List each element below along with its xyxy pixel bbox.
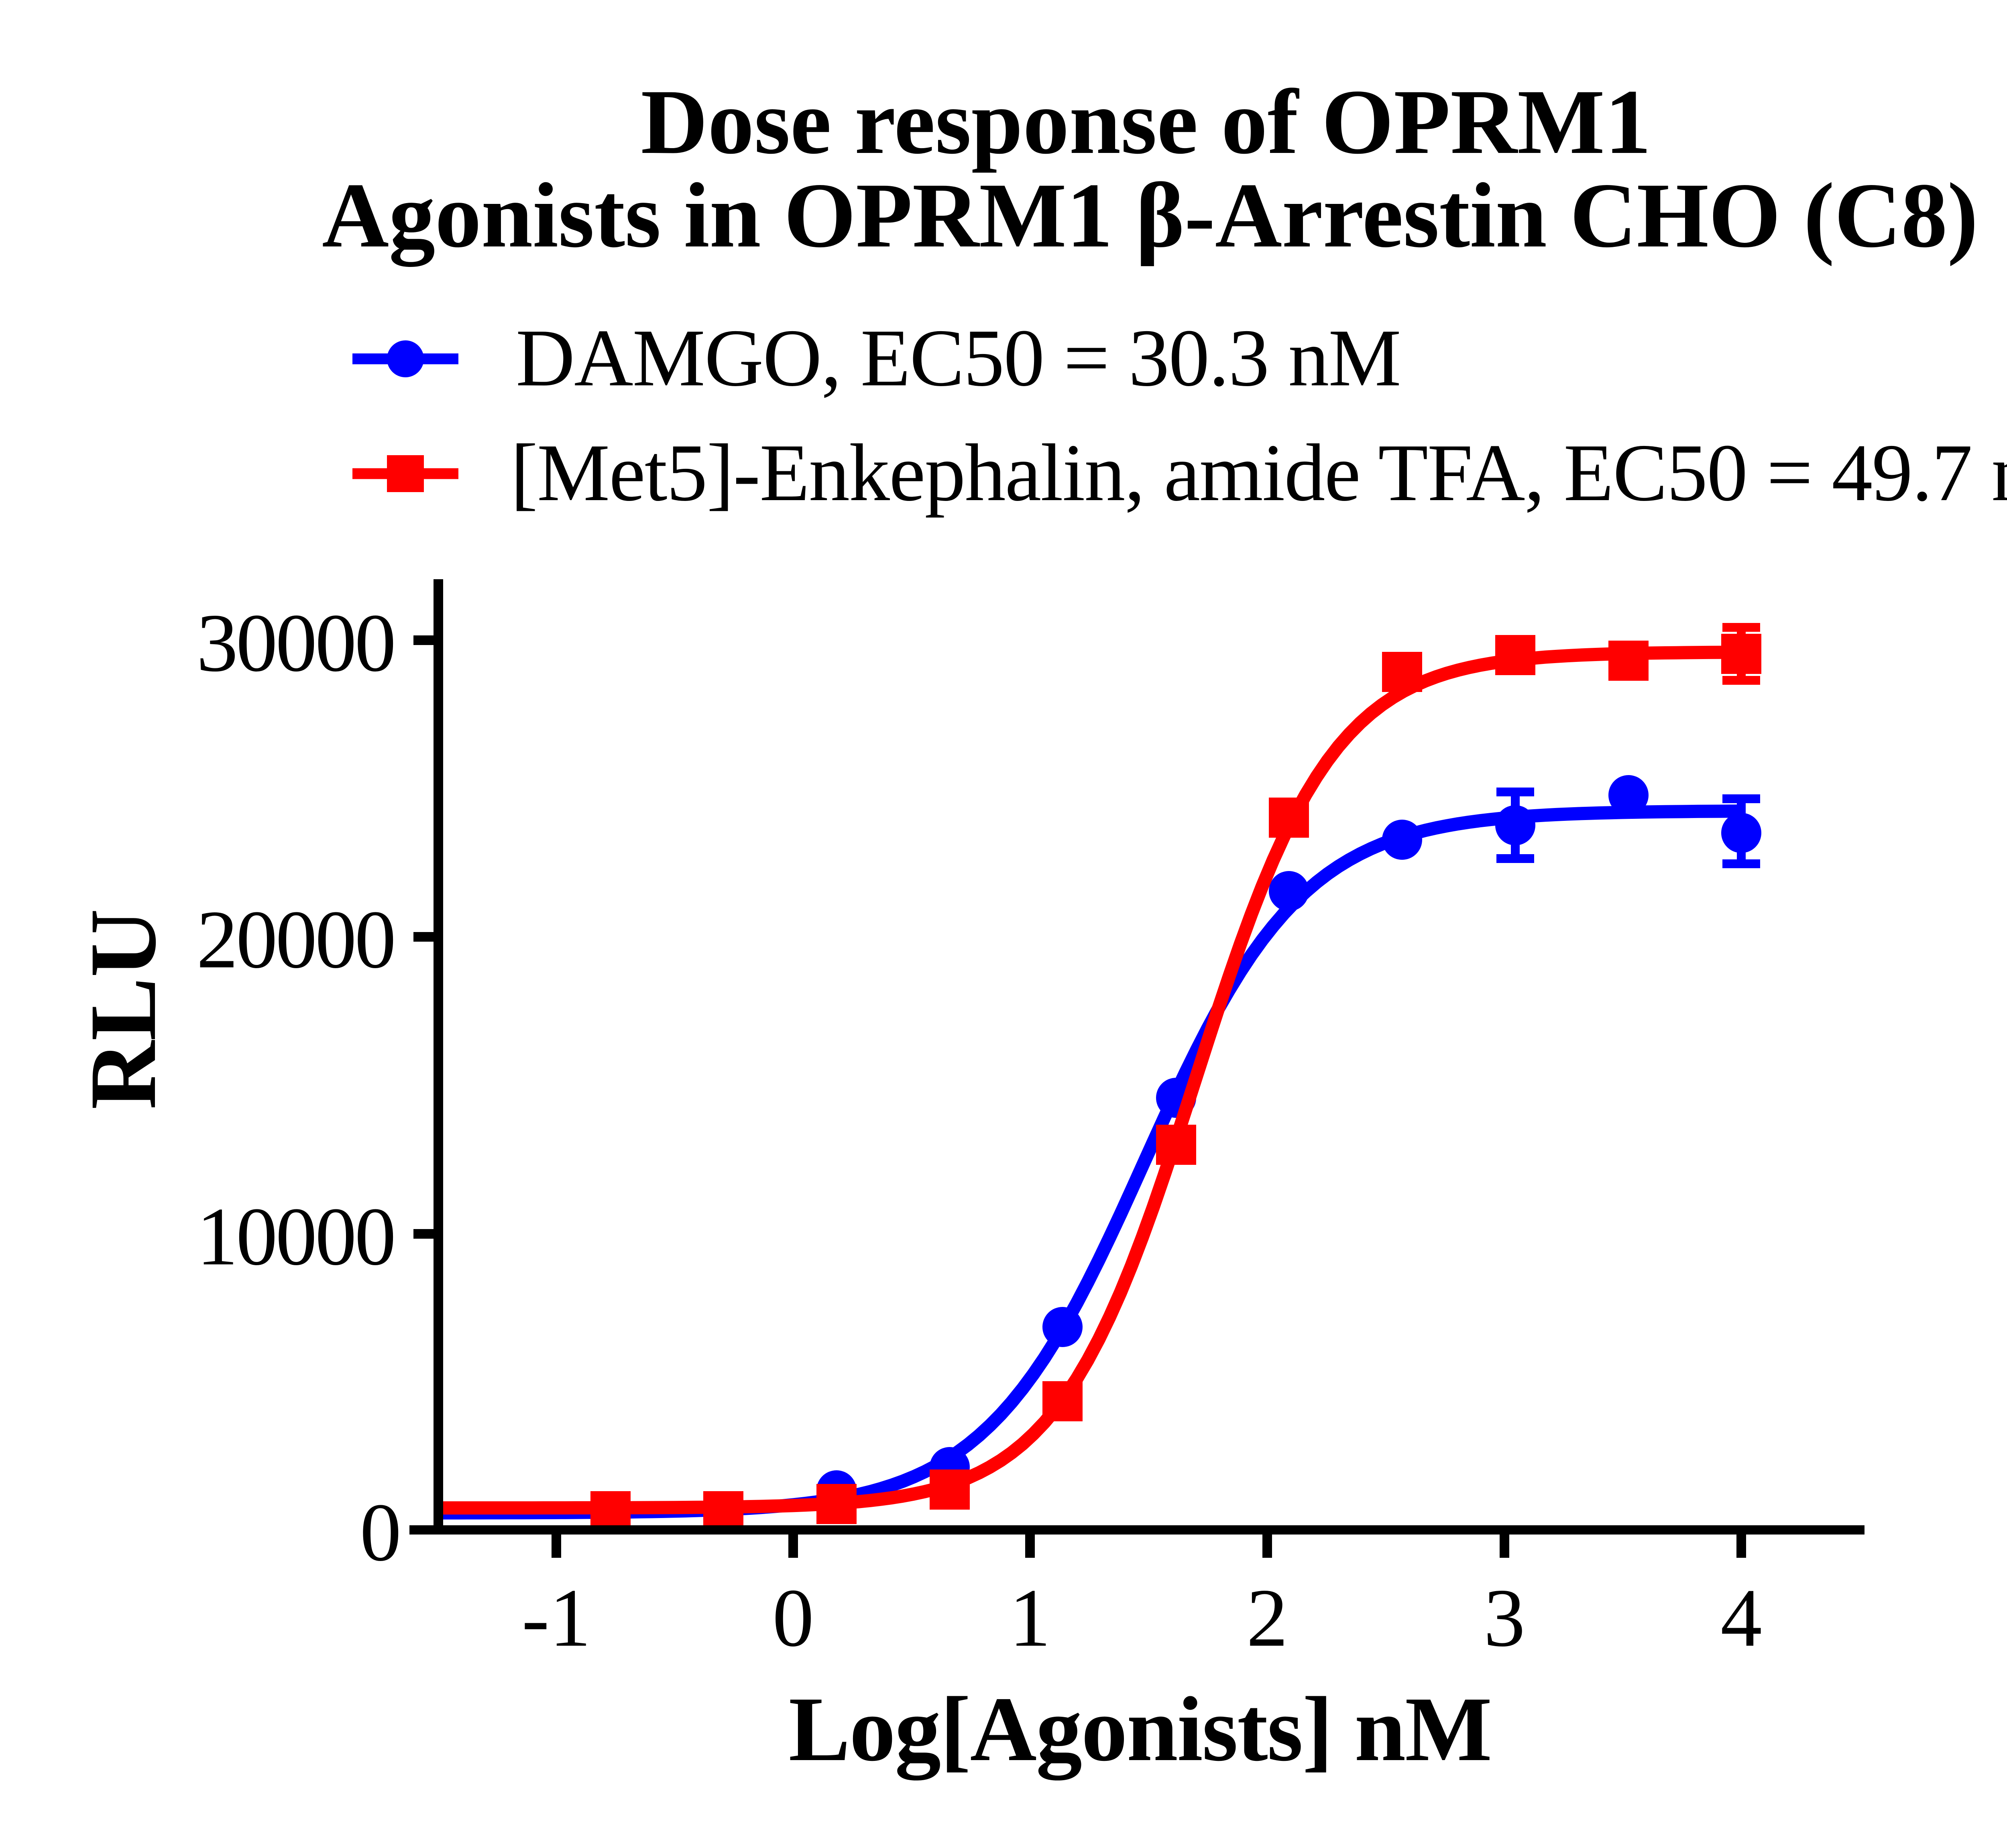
- svg-text:10000: 10000: [197, 1191, 395, 1282]
- svg-text:Dose response of OPRM1: Dose response of OPRM1: [641, 70, 1651, 173]
- svg-text:DAMGO, EC50 = 30.3 nM: DAMGO, EC50 = 30.3 nM: [516, 313, 1400, 403]
- svg-text:2: 2: [1246, 1572, 1288, 1664]
- svg-text:0: 0: [360, 1486, 402, 1578]
- svg-text:RLU: RLU: [71, 909, 176, 1109]
- svg-text:[Met5]-Enkephalin, amide TFA,: [Met5]-Enkephalin, amide TFA, EC50 = 49.…: [511, 427, 2007, 518]
- svg-text:Agonists in OPRM1 β-Arrestin C: Agonists in OPRM1 β-Arrestin CHO (C8): [322, 164, 1978, 267]
- svg-text:30000: 30000: [197, 597, 395, 689]
- svg-text:Log[Agonists] nM: Log[Agonists] nM: [789, 1678, 1492, 1781]
- svg-text:1: 1: [1009, 1572, 1051, 1664]
- svg-text:20000: 20000: [197, 893, 395, 985]
- svg-text:4: 4: [1720, 1572, 1762, 1664]
- svg-text:-1: -1: [522, 1572, 591, 1664]
- svg-text:0: 0: [772, 1572, 814, 1664]
- svg-text:3: 3: [1484, 1572, 1525, 1664]
